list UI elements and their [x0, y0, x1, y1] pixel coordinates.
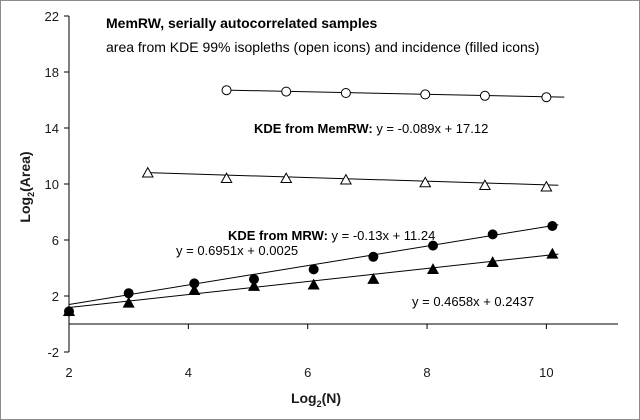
axes: [64, 15, 618, 353]
equation-kde-mrw-name: KDE from MRW:: [228, 228, 328, 243]
open-triangle-marker: [478, 179, 491, 191]
open-circle-marker: [221, 85, 232, 96]
y-axis-title: Log2(Area): [17, 151, 36, 222]
filled-triangle-marker: [62, 305, 76, 317]
equation-incidence-triangles: y = 0.4658x + 0.2437: [412, 294, 534, 309]
filled-triangle-marker: [307, 278, 320, 290]
filled-triangle-marker: [188, 284, 201, 296]
y-tick-label: 2: [52, 289, 59, 304]
filled-circle-marker: [368, 251, 379, 262]
filled-triangle-marker: [426, 263, 440, 275]
x-tick-label: 6: [304, 365, 311, 380]
open-triangle-marker: [339, 173, 352, 185]
x-tick-labels: 2 4 6 8 10: [65, 365, 553, 380]
y-tick-label: 22: [45, 9, 59, 24]
x-axis-title: Log2(N): [291, 390, 341, 409]
y-tick-label: 14: [45, 121, 59, 136]
equation-kde-memrw-formula: y = -0.089x + 17.12: [373, 121, 489, 136]
x-tick-label: 10: [539, 365, 553, 380]
open-circle-marker: [281, 86, 292, 97]
open-triangle-marker: [540, 180, 553, 192]
filled-circle-marker: [123, 288, 134, 299]
open-circle-marker: [340, 88, 351, 98]
x-tick-label: 4: [185, 365, 192, 380]
open-circle-marker: [541, 92, 552, 103]
y-tick-label: 10: [45, 177, 59, 192]
open-triangle-marker: [280, 172, 293, 184]
open-circle-marker: [479, 90, 490, 101]
equation-incidence-circles: y = 0.6951x + 0.0025: [176, 243, 298, 258]
filled-triangle-marker: [367, 272, 380, 284]
chart-title: MemRW, serially autocorrelated samples: [106, 15, 378, 31]
chart-subtitle: area from KDE 99% isopleths (open icons)…: [106, 39, 539, 55]
y-tick-labels: -2 2 6 10 14 18 22: [45, 9, 59, 360]
y-tick-label: -2: [47, 345, 59, 360]
equation-kde-mrw-formula: y = -0.13x + 11.24: [328, 228, 435, 243]
y-tick-label: 6: [52, 233, 59, 248]
open-triangle-marker: [220, 172, 233, 184]
y-tick-label: 18: [45, 65, 59, 80]
filled-circle-marker: [308, 264, 319, 275]
equation-kde-memrw-name: KDE from MemRW:: [254, 121, 373, 136]
filled-circle-marker: [547, 221, 558, 231]
equation-kde-mrw: KDE from MRW: y = -0.13x + 11.24: [228, 228, 435, 243]
open-triangle-marker: [141, 166, 154, 178]
trendline-series-1: [147, 172, 559, 186]
equation-kde-memrw: KDE from MemRW: y = -0.089x + 17.12: [254, 121, 488, 136]
filled-triangle-marker: [546, 247, 559, 259]
x-tick-label: 2: [65, 365, 72, 380]
filled-triangle-marker: [486, 256, 499, 268]
filled-circle-marker: [428, 240, 439, 251]
filled-triangle-marker: [122, 296, 135, 308]
open-circle-marker: [420, 89, 431, 100]
filled-circle-marker: [487, 229, 498, 240]
data-markers: [62, 85, 559, 317]
open-triangle-marker: [419, 176, 432, 188]
filled-triangle-marker: [247, 279, 261, 291]
x-tick-label: 8: [423, 365, 430, 380]
